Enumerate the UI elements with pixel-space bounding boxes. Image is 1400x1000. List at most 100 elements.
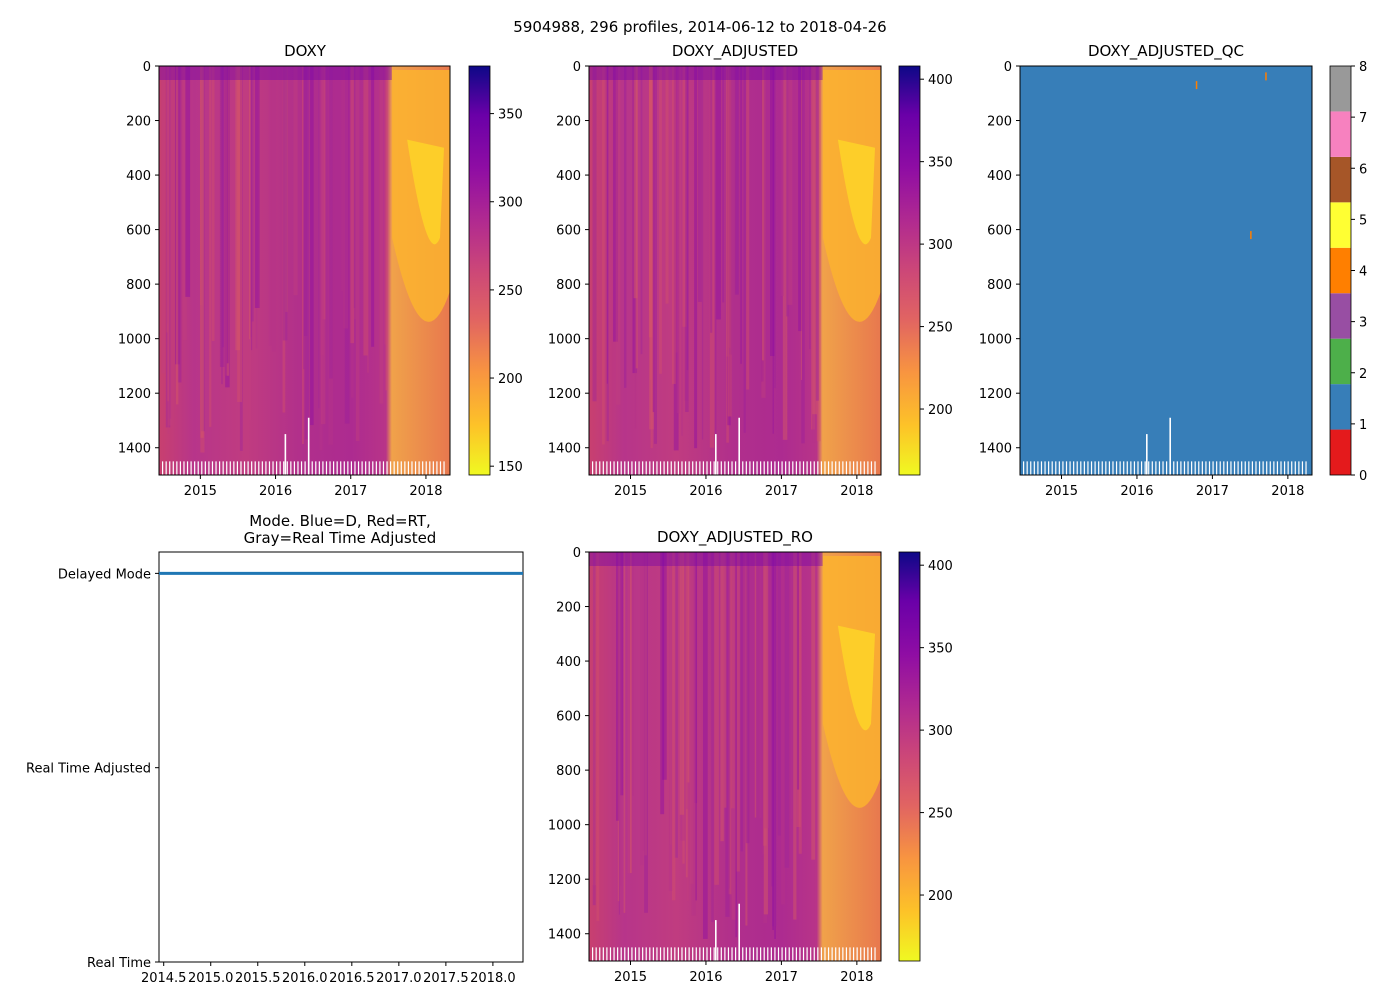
profile-gap [838,947,840,961]
heatmap-streak [328,66,333,445]
x-tick-label: 2018 [840,484,873,499]
qc-colorbar-tick-label: 8 [1359,60,1367,75]
qc-colorbar-tick-label: 4 [1359,265,1367,280]
profile-gap [806,461,808,475]
heatmap-streak [200,66,205,453]
profile-gap [1201,461,1203,475]
profile-gap [1251,461,1253,475]
profile-gap [699,461,701,475]
profile-gap [443,461,445,475]
y-tick-label: 1000 [548,819,581,834]
heatmap-streak [735,66,739,294]
profile-gap [606,947,608,961]
profile-gap [756,461,758,475]
heatmap-streak [235,66,240,351]
heatmap-streak [237,66,243,402]
profile-gap [190,461,192,475]
heatmap-streak [771,552,774,887]
profile-gap [663,947,665,961]
profile-gap [236,461,239,475]
profile-gap [656,947,658,961]
y-tick-label: 400 [126,169,151,184]
heatmap-streak [686,66,689,371]
figure-title: 5904988, 296 profiles, 2014-06-12 to 201… [513,18,886,36]
profile-gap [692,947,694,961]
profile-gap [1301,461,1304,475]
heatmap-streak [168,66,173,426]
profile-gap [1287,461,1289,475]
heatmap-streak [649,66,651,311]
heatmap-streak [672,66,676,384]
heatmap-streak [662,552,667,780]
y-tick-label: 1400 [979,442,1012,457]
qc-flag-4-sample [1195,81,1198,90]
profile-gap [279,461,281,475]
profile-gap [325,461,328,475]
profile-gap [752,947,755,961]
heatmap-streak [618,552,620,915]
qc-colorbar-tick-label: 0 [1359,469,1367,484]
heatmap-streak [772,552,775,931]
y-tick-label: Real Time Adjusted [26,762,151,777]
profile-gap [197,461,199,475]
heatmap-streak [714,66,717,438]
colorbar-tick-label: 300 [928,238,953,253]
profile-gap [418,461,420,475]
x-tick-label: 2016 [1120,484,1153,499]
doxy-adjusted-ro-colorbar: 200 250 300 350 400 [898,551,953,962]
profile-gap [870,947,873,961]
profile-gap [781,461,783,475]
heatmap-streak [723,552,727,808]
heatmap-streak [743,66,746,433]
profile-gap [649,461,651,475]
profile-gap [599,461,601,475]
heatmap-streak [211,66,215,341]
heatmap-streak [618,552,622,886]
heatmap-streak [629,552,632,874]
profile-gap [340,461,342,475]
heatmap-streak [764,552,769,829]
profile-gap [738,417,740,475]
doxy-panel-title: DOXY [284,42,327,60]
profile-gap [229,461,231,475]
profile-gap [439,461,442,475]
profile-gap [162,461,164,475]
heatmap-streak [728,66,732,355]
x-tick-label: 2016.5 [329,971,375,986]
profile-gap [745,947,747,961]
heatmap-streak [248,66,251,340]
profile-gap [806,947,808,961]
y-tick-label: 600 [126,224,151,239]
profile-gap [715,434,717,475]
profile-gap [852,947,855,961]
x-tick-label: 2015.5 [235,971,281,986]
profile-gap [742,461,744,475]
heatmap-streak [680,552,686,841]
profile-gap [638,947,640,961]
heatmap-streak [797,552,800,790]
heatmap-streak [318,66,320,409]
profile-gap [293,461,296,475]
y-tick-label: 600 [556,224,581,239]
profile-gap [695,461,697,475]
profile-gap [425,461,427,475]
profile-gap [1094,461,1096,475]
doxy-adjusted-qc-y-axis: 0 200 400 600 800 1000 1200 1400 [979,60,1020,457]
qc-colorbar-band [1330,111,1351,157]
heatmap-streak [592,66,597,402]
heatmap-streak [248,66,252,420]
heatmap-streak [251,66,253,351]
colorbar-tick-label: 200 [928,889,953,904]
heatmap-streak [672,552,676,901]
profile-gap [799,947,801,961]
profile-gap [1158,461,1161,475]
profile-gap [1262,461,1264,475]
heatmap-streak [624,66,627,388]
profile-gap [1108,461,1110,475]
profile-gap [1208,461,1211,475]
heatmap-surface-band [159,66,392,80]
profile-gap [183,461,185,475]
profile-gap [592,461,594,475]
profile-gap [361,461,363,475]
